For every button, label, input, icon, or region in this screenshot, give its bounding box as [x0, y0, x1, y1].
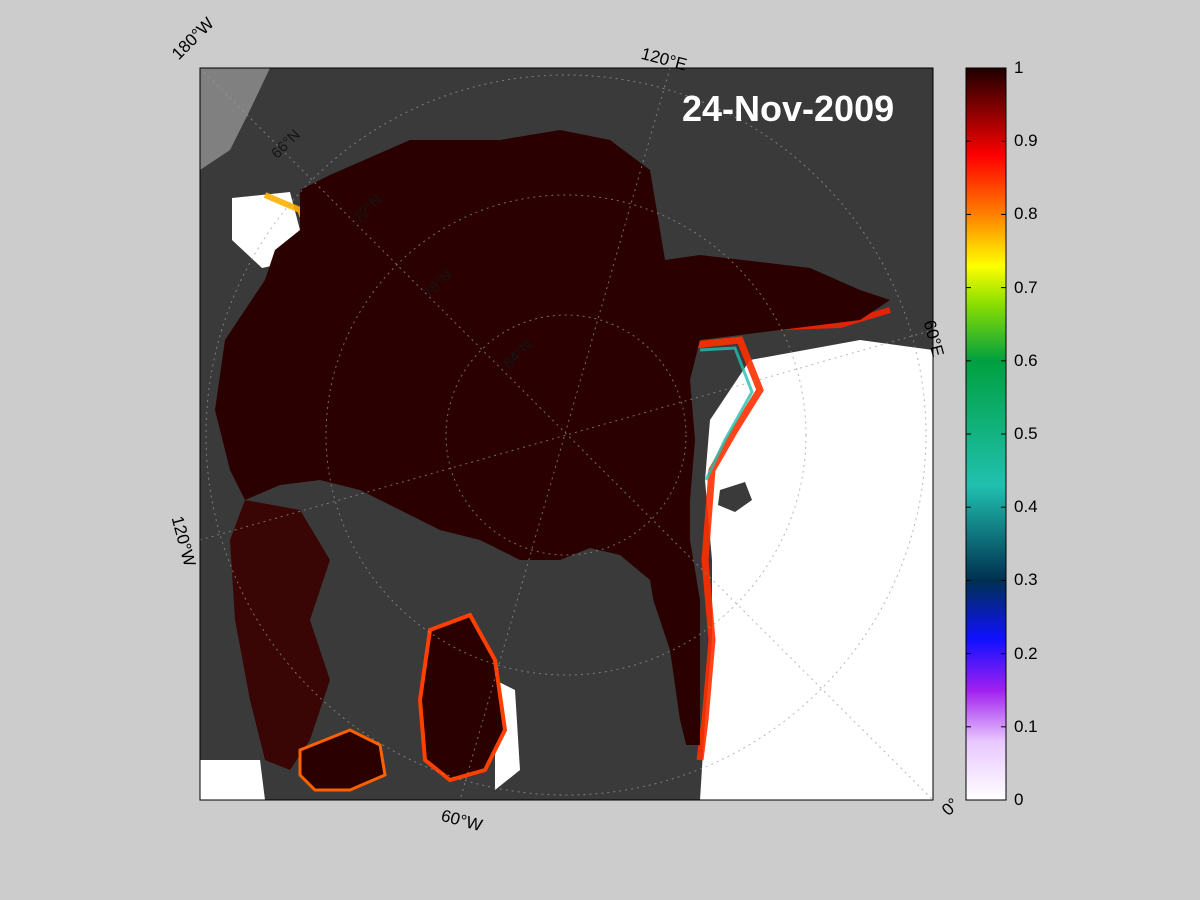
sea-ice-hudson [298, 728, 387, 792]
graticule [200, 68, 933, 800]
colorbar-tick-marks [966, 67, 1006, 801]
map-panel [200, 68, 933, 800]
colorbar-tick-label: 0.1 [1014, 716, 1038, 736]
colorbar-tick-label: 0.8 [1014, 204, 1038, 224]
colorbar-tick-label: 0.3 [1014, 570, 1038, 590]
colorbar-tick-label: 0.4 [1014, 497, 1038, 517]
ice-edge-transition [699, 346, 754, 481]
colorbar-tick-label: 0 [1014, 790, 1024, 809]
sea-ice-baffin-bay [417, 612, 508, 783]
land-light-patch [200, 68, 270, 170]
colorbar-tick-label: 0.6 [1014, 350, 1038, 370]
open-water-southwest [200, 760, 265, 800]
date-label: 24-Nov-2009 [682, 88, 895, 129]
sea-ice-pack [215, 130, 890, 745]
colorbar-tick-label: 0.5 [1014, 424, 1038, 443]
map-frame [199, 67, 934, 801]
colorbar-tick-label: 0.9 [1014, 131, 1038, 151]
ice-channels-archipelago [230, 500, 330, 770]
colorbar-tick-label: 0.2 [1014, 643, 1038, 663]
open-water-east [700, 340, 933, 800]
colorbar [965, 67, 1007, 801]
greenland-land [505, 560, 690, 800]
svalbard-island [718, 482, 752, 512]
colorbar-tick-label: 1 [1014, 58, 1024, 77]
colorbar-tick-label: 0.7 [1014, 277, 1038, 297]
